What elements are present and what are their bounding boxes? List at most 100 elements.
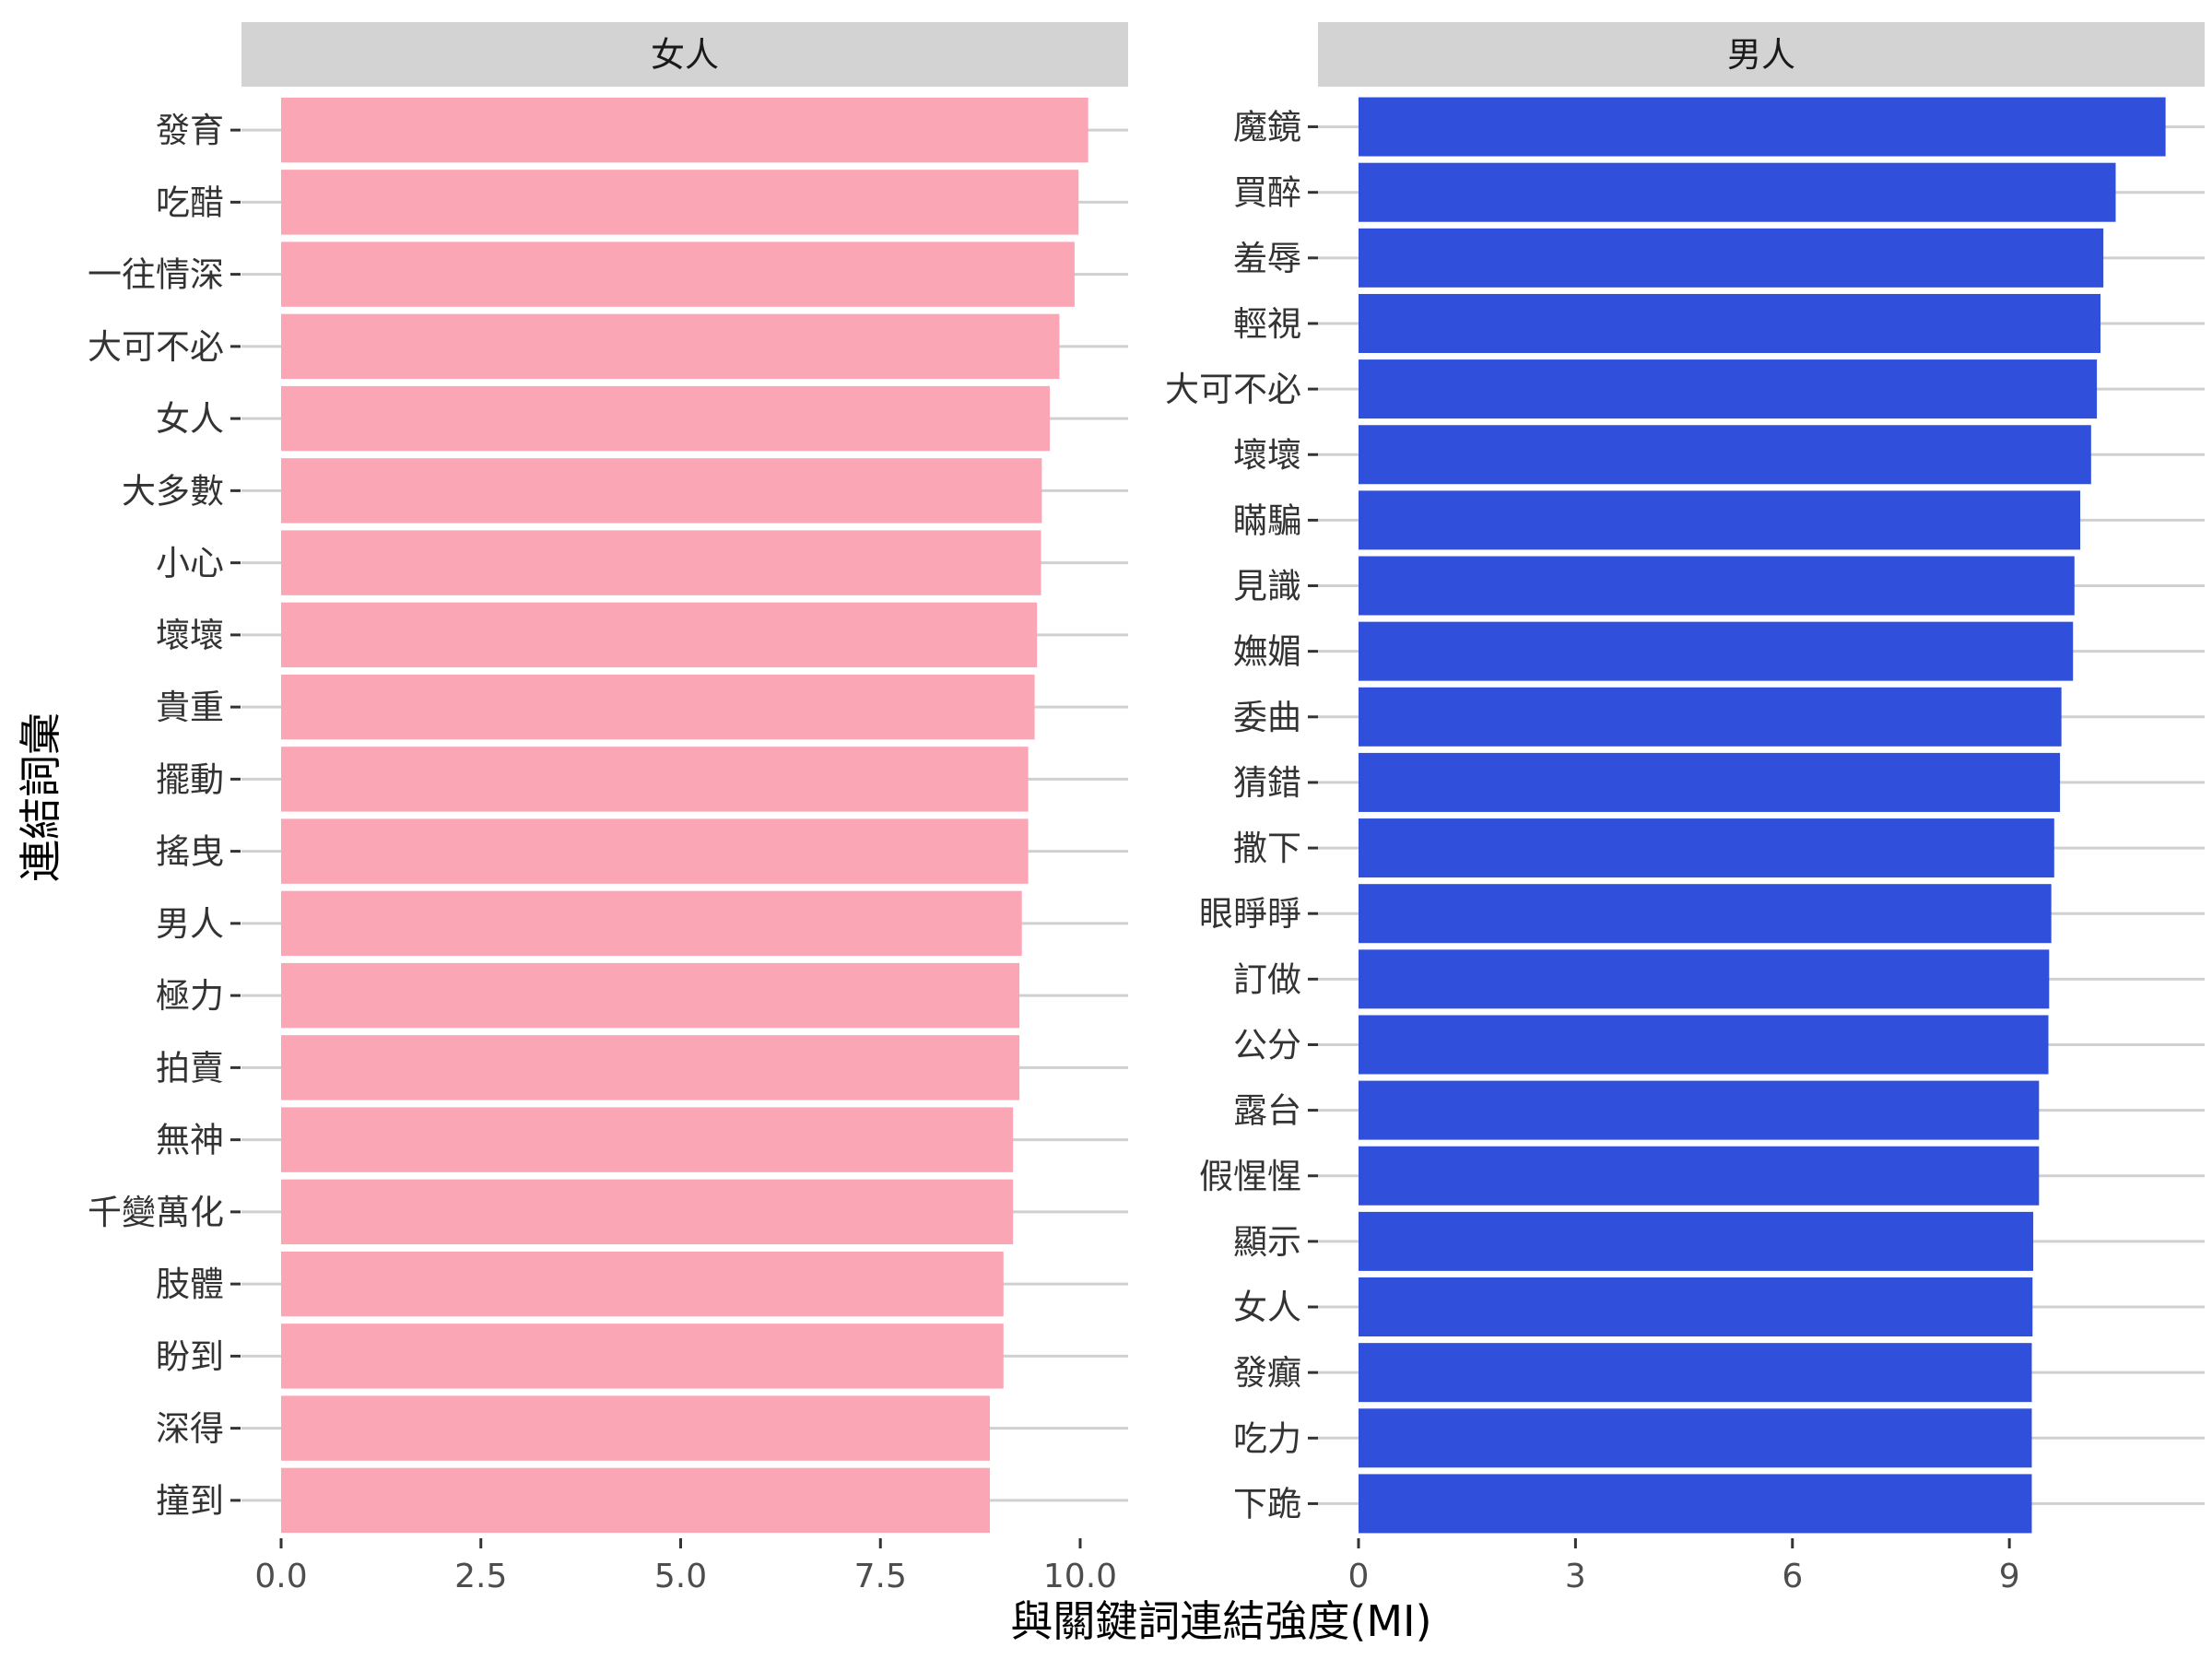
bar-men xyxy=(1359,1343,2032,1403)
bar-women xyxy=(281,1251,1004,1317)
y-tick-label: 輕視 xyxy=(1233,304,1301,344)
y-tick-label: 吃力 xyxy=(1233,1418,1301,1458)
y-tick-label: 吃醋 xyxy=(156,182,224,222)
bar-women xyxy=(281,890,1022,957)
bar-men xyxy=(1359,818,2054,878)
bar-women xyxy=(281,962,1020,1029)
y-tick-label: 搖曳 xyxy=(156,832,224,872)
bar-women xyxy=(281,602,1038,668)
y-tick-label: 公分 xyxy=(1233,1025,1301,1065)
bar-women xyxy=(281,385,1051,452)
y-tick-label: 嫵媚 xyxy=(1233,632,1301,672)
y-tick-label: 無神 xyxy=(156,1121,224,1160)
y-tick-label: 貴重 xyxy=(156,688,224,727)
y-tick-label: 下跪 xyxy=(1233,1484,1301,1524)
y-tick-label: 一往情深 xyxy=(88,255,224,295)
y-axis-title: 連結詞彙 xyxy=(16,712,65,882)
y-tick-label: 委曲 xyxy=(1233,698,1301,737)
bar-women xyxy=(281,1107,1014,1172)
bar-women xyxy=(281,747,1029,812)
y-tick-label: 見識 xyxy=(1233,567,1301,606)
bar-men xyxy=(1359,556,2075,616)
x-tick-label: 6 xyxy=(1782,1558,1803,1595)
bar-men xyxy=(1359,228,2104,288)
bar-women xyxy=(281,1324,1004,1389)
y-tick-label: 擺動 xyxy=(156,759,224,799)
bar-women xyxy=(281,458,1042,524)
y-tick-label: 猜錯 xyxy=(1233,763,1301,803)
bar-women xyxy=(281,818,1029,884)
x-tick-label: 0 xyxy=(1348,1558,1370,1595)
bar-men xyxy=(1359,425,2091,485)
y-tick-label: 盼到 xyxy=(156,1336,224,1376)
bar-men xyxy=(1359,1015,2049,1075)
bar-men xyxy=(1359,490,2081,550)
y-tick-label: 大多數 xyxy=(122,471,224,511)
bar-women xyxy=(281,241,1075,307)
y-tick-label: 發育 xyxy=(156,111,224,150)
x-tick-label: 10.0 xyxy=(1043,1558,1117,1595)
bar-women xyxy=(281,530,1041,595)
bar-men xyxy=(1359,949,2050,1009)
bar-men xyxy=(1359,1474,2032,1534)
facet-title-men: 男人 xyxy=(1727,35,1795,75)
y-tick-label: 撒下 xyxy=(1233,829,1301,868)
x-tick-label: 3 xyxy=(1565,1558,1586,1595)
x-tick-label: 0.0 xyxy=(254,1558,307,1595)
bar-men xyxy=(1359,162,2116,222)
facet-strip-men xyxy=(1318,22,2205,87)
y-tick-label: 極力 xyxy=(156,976,224,1016)
x-axis-title: 與關鍵詞連結強度(MI) xyxy=(1010,1596,1431,1646)
bar-women xyxy=(281,1395,991,1461)
y-tick-label: 千變萬化 xyxy=(88,1193,224,1232)
y-tick-label: 深得 xyxy=(156,1409,224,1449)
y-tick-label: 肢體 xyxy=(156,1265,224,1304)
bar-men xyxy=(1359,1277,2033,1337)
bar-men xyxy=(1359,1408,2032,1468)
y-tick-label: 女人 xyxy=(1233,1288,1301,1327)
bar-men xyxy=(1359,359,2098,419)
bar-women xyxy=(281,313,1060,380)
x-tick-label: 7.5 xyxy=(854,1558,907,1595)
y-tick-label: 壞壞 xyxy=(156,616,224,655)
y-tick-label: 女人 xyxy=(156,399,224,439)
y-tick-label: 大可不必 xyxy=(88,327,224,367)
bar-women xyxy=(281,674,1035,740)
x-tick-label: 2.5 xyxy=(454,1558,507,1595)
y-tick-label: 假惺惺 xyxy=(1199,1157,1301,1196)
bar-women xyxy=(281,1467,991,1534)
y-tick-label: 大可不必 xyxy=(1165,370,1301,409)
y-tick-label: 眼睜睜 xyxy=(1199,894,1301,934)
facet-panel-men: 男人魔鏡買醉羞辱輕視大可不必壞壞瞞騙見識嫵媚委曲猜錯撒下眼睜睜訂做公分露台假惺惺… xyxy=(1165,22,2205,1595)
y-tick-label: 男人 xyxy=(156,904,224,944)
bar-women xyxy=(281,170,1079,235)
y-tick-label: 露台 xyxy=(1233,1091,1301,1131)
bar-men xyxy=(1359,752,2061,812)
facet-panel-women: 女人發育吃醋一往情深大可不必女人大多數小心壞壞貴重擺動搖曳男人極力拍賣無神千變萬… xyxy=(88,22,1128,1595)
bar-women xyxy=(281,1179,1014,1245)
y-tick-label: 撞到 xyxy=(156,1481,224,1521)
y-tick-label: 訂做 xyxy=(1233,959,1301,999)
y-tick-label: 發癲 xyxy=(1233,1353,1301,1393)
bar-men xyxy=(1359,293,2101,353)
bar-women xyxy=(281,1035,1020,1100)
bar-men xyxy=(1359,1211,2034,1271)
y-tick-label: 羞辱 xyxy=(1233,239,1301,278)
bar-women xyxy=(281,97,1088,163)
x-tick-label: 5.0 xyxy=(654,1558,707,1595)
facet-title-women: 女人 xyxy=(651,35,719,75)
x-tick-label: 9 xyxy=(1999,1558,2020,1595)
y-tick-label: 瞞騙 xyxy=(1233,500,1301,540)
y-tick-label: 買醉 xyxy=(1233,173,1301,213)
bar-men xyxy=(1359,97,2166,157)
bar-men xyxy=(1359,687,2062,747)
y-tick-label: 壞壞 xyxy=(1233,435,1301,475)
y-tick-label: 顯示 xyxy=(1233,1222,1301,1262)
bar-men xyxy=(1359,1146,2040,1206)
bar-men xyxy=(1359,1080,2040,1140)
bar-men xyxy=(1359,884,2052,944)
facet-strip-women xyxy=(241,22,1128,87)
y-tick-label: 魔鏡 xyxy=(1233,108,1301,147)
y-tick-label: 小心 xyxy=(156,544,224,583)
